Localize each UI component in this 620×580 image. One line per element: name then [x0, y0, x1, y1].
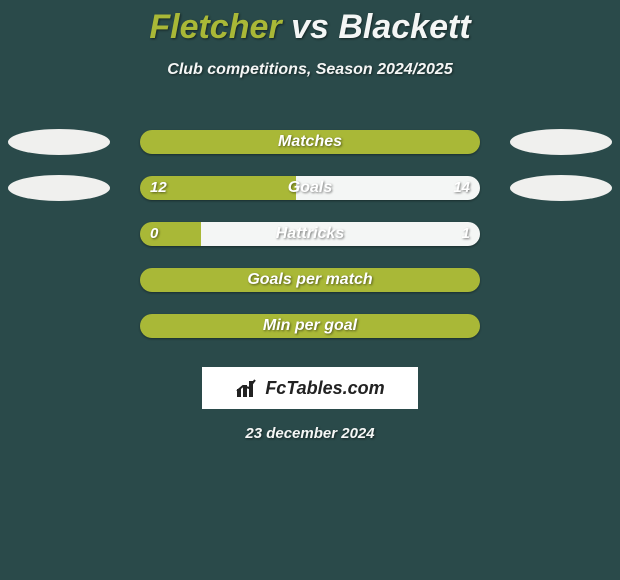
stat-label: Goals	[140, 176, 480, 200]
player2-name: Blackett	[338, 8, 470, 46]
stat-value-right: 1	[462, 222, 470, 246]
stat-bar: Hattricks0 1	[140, 222, 480, 246]
player1-photo	[8, 175, 110, 201]
stats-container: Matches Goals12 14 Hattricks0 1 Goals per mat…	[0, 119, 620, 349]
stat-label: Matches	[140, 130, 480, 154]
stat-bar: Min per goal	[140, 314, 480, 338]
stat-row: Goals12 14	[0, 165, 620, 211]
stat-row: Goals per match	[0, 257, 620, 303]
stat-label: Hattricks	[140, 222, 480, 246]
stat-row: Matches	[0, 119, 620, 165]
brand-box: FcTables.com	[202, 367, 418, 409]
stat-label: Goals per match	[140, 268, 480, 292]
brand-icon	[235, 377, 261, 399]
player2-photo	[510, 175, 612, 201]
stat-value-left: 0	[150, 222, 158, 246]
stat-row: Min per goal	[0, 303, 620, 349]
stat-bar: Goals12 14	[140, 176, 480, 200]
brand-text: FcTables.com	[265, 378, 384, 399]
player2-photo	[510, 129, 612, 155]
vs-text: vs	[291, 8, 329, 46]
player1-photo	[8, 129, 110, 155]
player1-name: Fletcher	[149, 8, 281, 46]
comparison-title: Fletcher vs Blackett	[0, 0, 620, 47]
date-text: 23 december 2024	[0, 425, 620, 442]
subtitle: Club competitions, Season 2024/2025	[0, 61, 620, 79]
stat-bar: Matches	[140, 130, 480, 154]
stat-row: Hattricks0 1	[0, 211, 620, 257]
stat-value-right: 14	[453, 176, 470, 200]
stat-label: Min per goal	[140, 314, 480, 338]
stat-value-left: 12	[150, 176, 167, 200]
stat-bar: Goals per match	[140, 268, 480, 292]
